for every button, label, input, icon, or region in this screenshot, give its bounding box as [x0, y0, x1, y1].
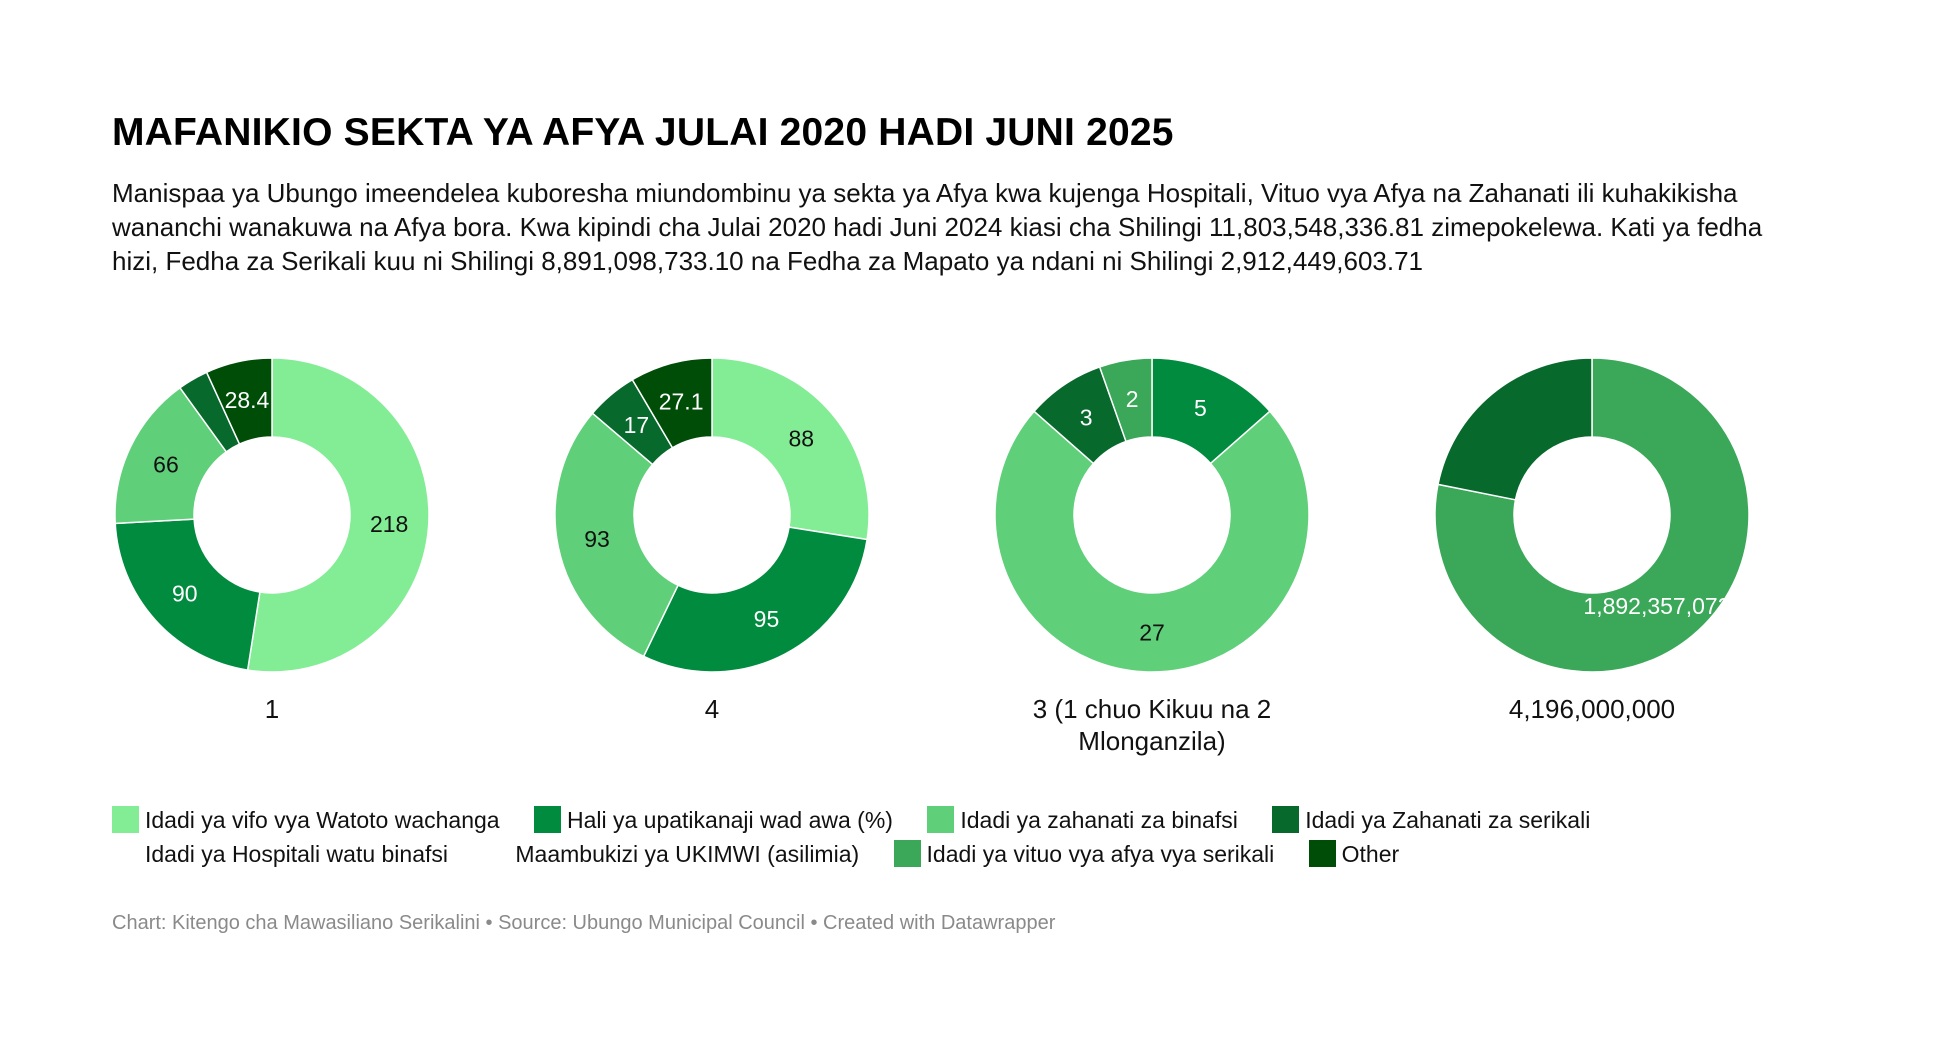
legend-label: Idadi ya zahanati za binafsi [960, 807, 1238, 833]
legend-swatch [533, 806, 561, 833]
donut-slice [1437, 357, 1593, 501]
legend-label: Other [1341, 841, 1400, 867]
chart-legend: Idadi ya vifo vya Watoto wachanga Hali y… [112, 803, 1852, 871]
slice-value-label: 5 [1194, 395, 1207, 421]
legend-swatch [112, 806, 139, 833]
slice-value-label: 27.1 [659, 389, 704, 415]
legend-label: Idadi ya vituo vya afya vya serikali [926, 841, 1275, 867]
donut-chart-3: 5 27 3 2 3 (1 chuo Kikuu na 2 Mlonganzila) [992, 355, 1312, 756]
donut-slice [114, 386, 228, 525]
legend-label: Idadi ya Hospitali watu binafsi [145, 841, 448, 867]
slice-value-label: 27 [1139, 620, 1165, 646]
legend-item: Idadi ya vituo vya afya vya serikali [893, 837, 1275, 871]
donut-chart-1-svg: 218 90 66 28.4 [114, 357, 430, 673]
donut-slice [642, 526, 868, 673]
donut-slice [994, 410, 1310, 673]
slice-value-label: 95 [754, 606, 780, 632]
slice-value-label: 2 [1126, 386, 1139, 412]
legend-swatch [112, 840, 139, 867]
donut-chart-3-caption: 3 (1 chuo Kikuu na 2 Mlonganzila) [1032, 694, 1272, 756]
donut-slice [1098, 357, 1153, 443]
donut-slice [1434, 357, 1750, 673]
donut-charts: 218 90 66 28.4 1 88 95 93 17 27.1 4 5 27 3 2 3 (1 … [112, 355, 1852, 775]
legend-label: Maambukizi ya UKIMWI (asilimia) [515, 841, 860, 867]
slice-value-label: 66 [153, 451, 179, 477]
slice-value-label: 17 [624, 412, 650, 438]
legend-item: Maambukizi ya UKIMWI (asilimia) [482, 837, 859, 871]
donut-slice [114, 518, 261, 671]
legend-swatch [893, 840, 921, 867]
legend-label: Idadi ya Zahanati za serikali [1305, 807, 1591, 833]
legend-swatch [1308, 840, 1336, 867]
donut-chart-3-svg: 5 27 3 2 [994, 357, 1310, 673]
donut-chart-1-caption: 1 [264, 694, 280, 724]
legend-item: Idadi ya Hospitali watu binafsi [112, 837, 448, 871]
chart-footer: Chart: Kitengo cha Mawasiliano Serikalin… [112, 912, 1056, 934]
legend-swatch [1272, 806, 1300, 833]
legend-item: Other [1308, 837, 1400, 871]
donut-slice [246, 357, 430, 673]
slice-value-label: 90 [172, 581, 198, 607]
slice-value-label: 218 [370, 511, 408, 537]
donut-slice [554, 412, 680, 658]
slice-value-label: 1,892,357,073.6 [1583, 593, 1749, 619]
donut-chart-4-svg: 1,892,357,073.6 [1434, 357, 1750, 673]
donut-slice [711, 357, 870, 541]
donut-chart-4-caption: 4,196,000,000 [1508, 694, 1676, 724]
chart-description: Manispaa ya Ubungo imeendelea kuboresha … [112, 178, 1763, 276]
donut-slice [631, 357, 713, 449]
donut-chart-2-svg: 88 95 93 17 27.1 [554, 357, 870, 673]
donut-chart-4: 1,892,357,073.6 4,196,000,000 [1432, 355, 1752, 724]
legend-label: Hali ya upatikanaji wad awa (%) [566, 807, 893, 833]
chart-header: MAFANIKIO SEKTA YA AFYA JULAI 2020 HADI … [112, 110, 1852, 278]
legend-swatch [482, 840, 510, 867]
slice-value-label: 3 [1080, 405, 1093, 431]
legend-swatch [927, 806, 955, 833]
donut-chart-1: 218 90 66 28.4 1 [112, 355, 432, 724]
slice-value-label: 28.4 [225, 387, 270, 413]
legend-item: Idadi ya vifo vya Watoto wachanga [112, 803, 500, 837]
donut-chart-2: 88 95 93 17 27.1 4 [552, 355, 872, 724]
chart-title: MAFANIKIO SEKTA YA AFYA JULAI 2020 HADI … [112, 111, 1174, 154]
donut-slice [205, 357, 273, 446]
slice-value-label: 88 [789, 426, 815, 452]
legend-label: Idadi ya vifo vya Watoto wachanga [145, 807, 500, 833]
legend-item: Idadi ya zahanati za binafsi [927, 803, 1238, 837]
legend-item: Hali ya upatikanaji wad awa (%) [533, 803, 893, 837]
donut-chart-2-caption: 4 [704, 694, 720, 724]
slice-value-label: 93 [584, 526, 610, 552]
legend-item: Idadi ya Zahanati za serikali [1272, 803, 1590, 837]
